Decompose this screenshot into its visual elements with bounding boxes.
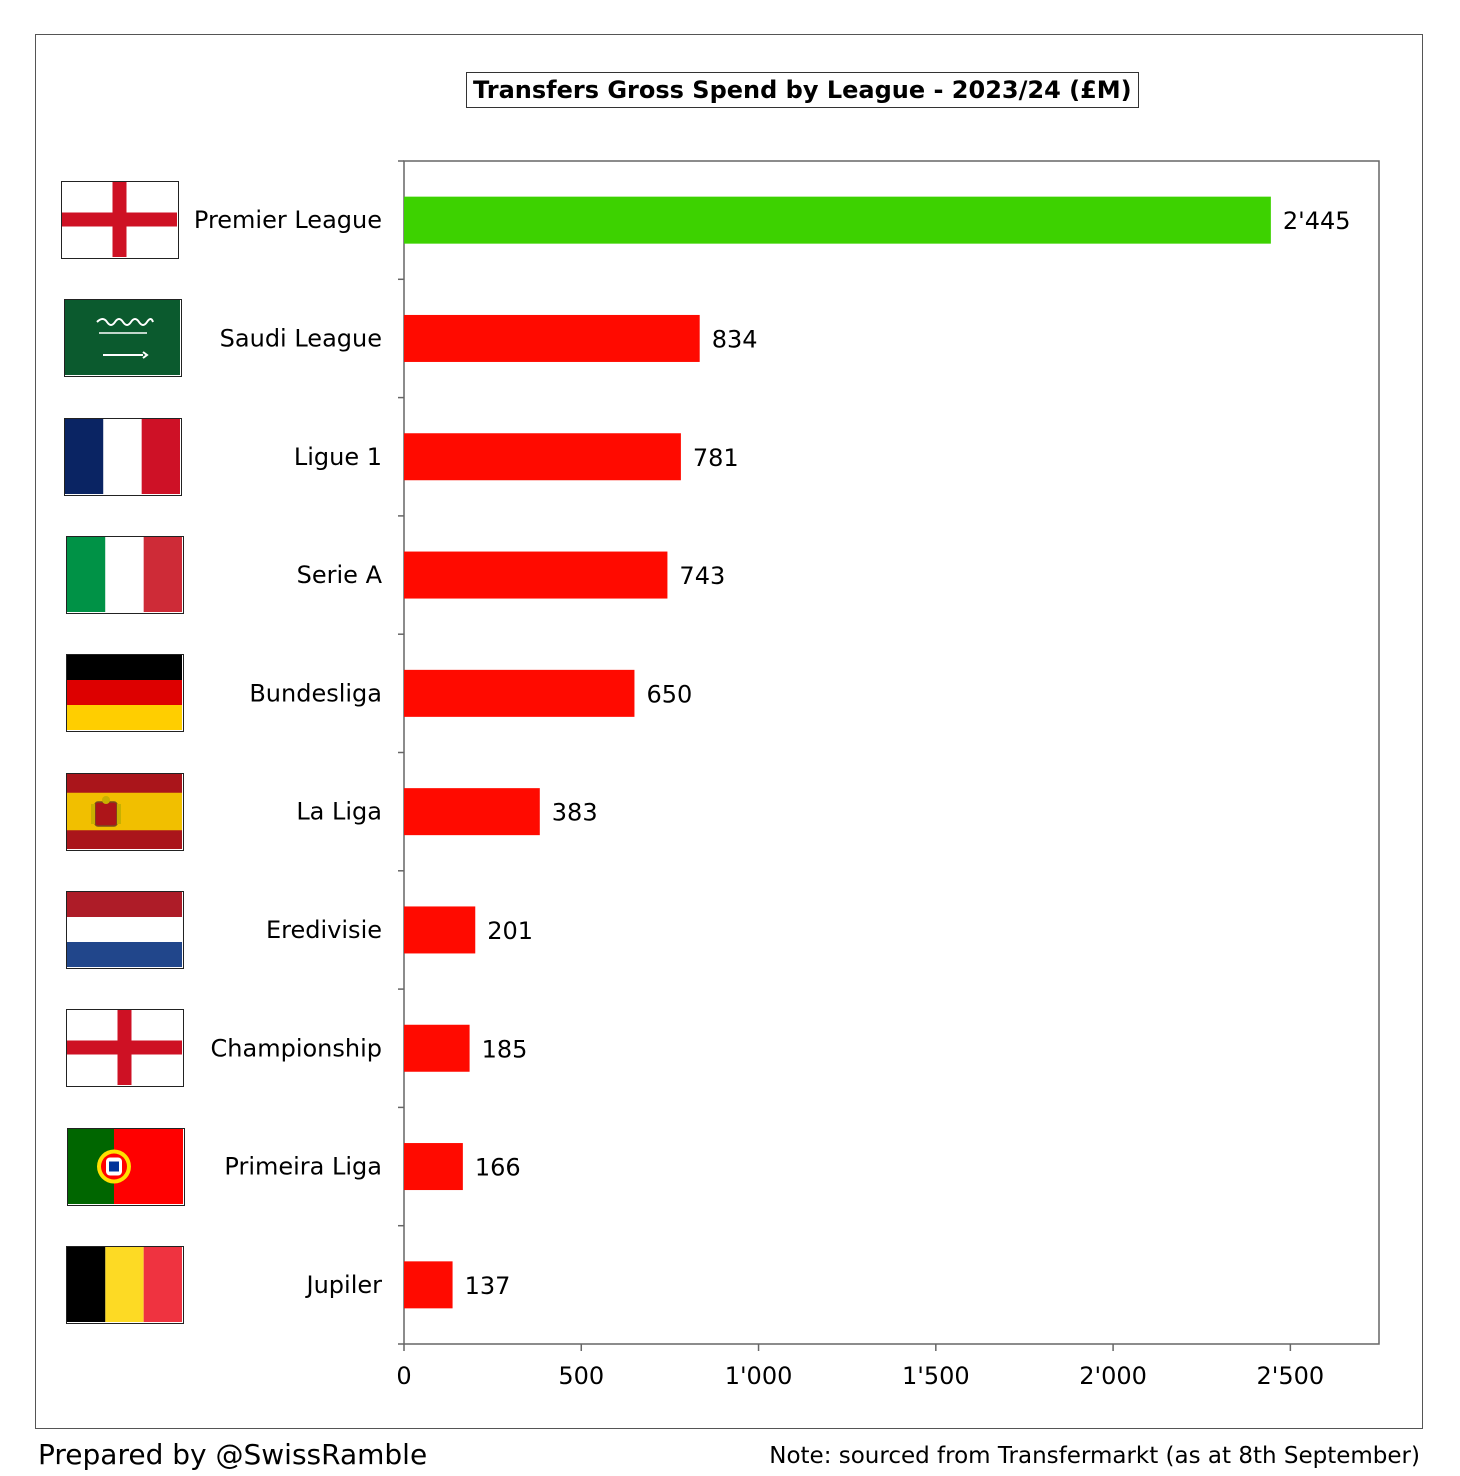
england-flag-icon [66,1009,184,1087]
bar [404,906,476,954]
bar [404,551,668,599]
england-flag-icon [61,181,179,259]
value-label: 166 [475,1154,521,1182]
category-label: La Liga [296,798,382,826]
x-tick-label: 1'000 [725,1362,793,1390]
category-label: Saudi League [220,324,382,352]
category-label: Championship [211,1034,382,1062]
value-label: 834 [712,325,758,353]
footer-note: Note: sourced from Transfermarkt (as at … [769,1443,1420,1469]
bar [404,433,681,481]
value-label: 137 [465,1272,511,1300]
bar [404,1143,463,1191]
value-label: 650 [646,680,692,708]
italy-flag-icon [66,536,184,614]
value-label: 185 [482,1035,528,1063]
footer-credit: Prepared by @SwissRamble [38,1438,428,1471]
bar [404,314,700,362]
belgium-flag-icon [66,1246,184,1324]
value-label: 743 [679,562,725,590]
bar [404,669,635,717]
category-label: Premier League [194,206,382,234]
value-label: 2'445 [1283,207,1351,235]
netherlands-flag-icon [66,891,184,969]
bar [404,788,540,836]
value-label: 201 [487,917,533,945]
category-label: Jupiler [305,1271,383,1299]
germany-flag-icon [66,654,184,732]
x-tick-label: 1'500 [902,1362,970,1390]
category-label: Primeira Liga [224,1153,382,1181]
x-tick-label: 2'000 [1079,1362,1147,1390]
x-tick-label: 0 [396,1362,411,1390]
france-flag-icon [64,418,182,496]
category-label: Serie A [297,561,383,589]
spain-flag-icon [66,773,184,851]
chart-frame [35,34,1423,1429]
chart-title: Transfers Gross Spend by League - 2023/2… [466,72,1139,108]
saudi-arabia-flag-icon [64,299,182,377]
category-label: Eredivisie [266,916,382,944]
value-label: 781 [693,444,739,472]
category-label: Bundesliga [249,679,382,707]
x-tick-label: 2'500 [1257,1362,1325,1390]
portugal-flag-icon [67,1128,185,1206]
bar [404,196,1271,244]
bar [404,1261,453,1309]
x-tick-label: 500 [558,1362,604,1390]
bar [404,1024,470,1072]
value-label: 383 [552,799,598,827]
category-label: Ligue 1 [294,443,382,471]
